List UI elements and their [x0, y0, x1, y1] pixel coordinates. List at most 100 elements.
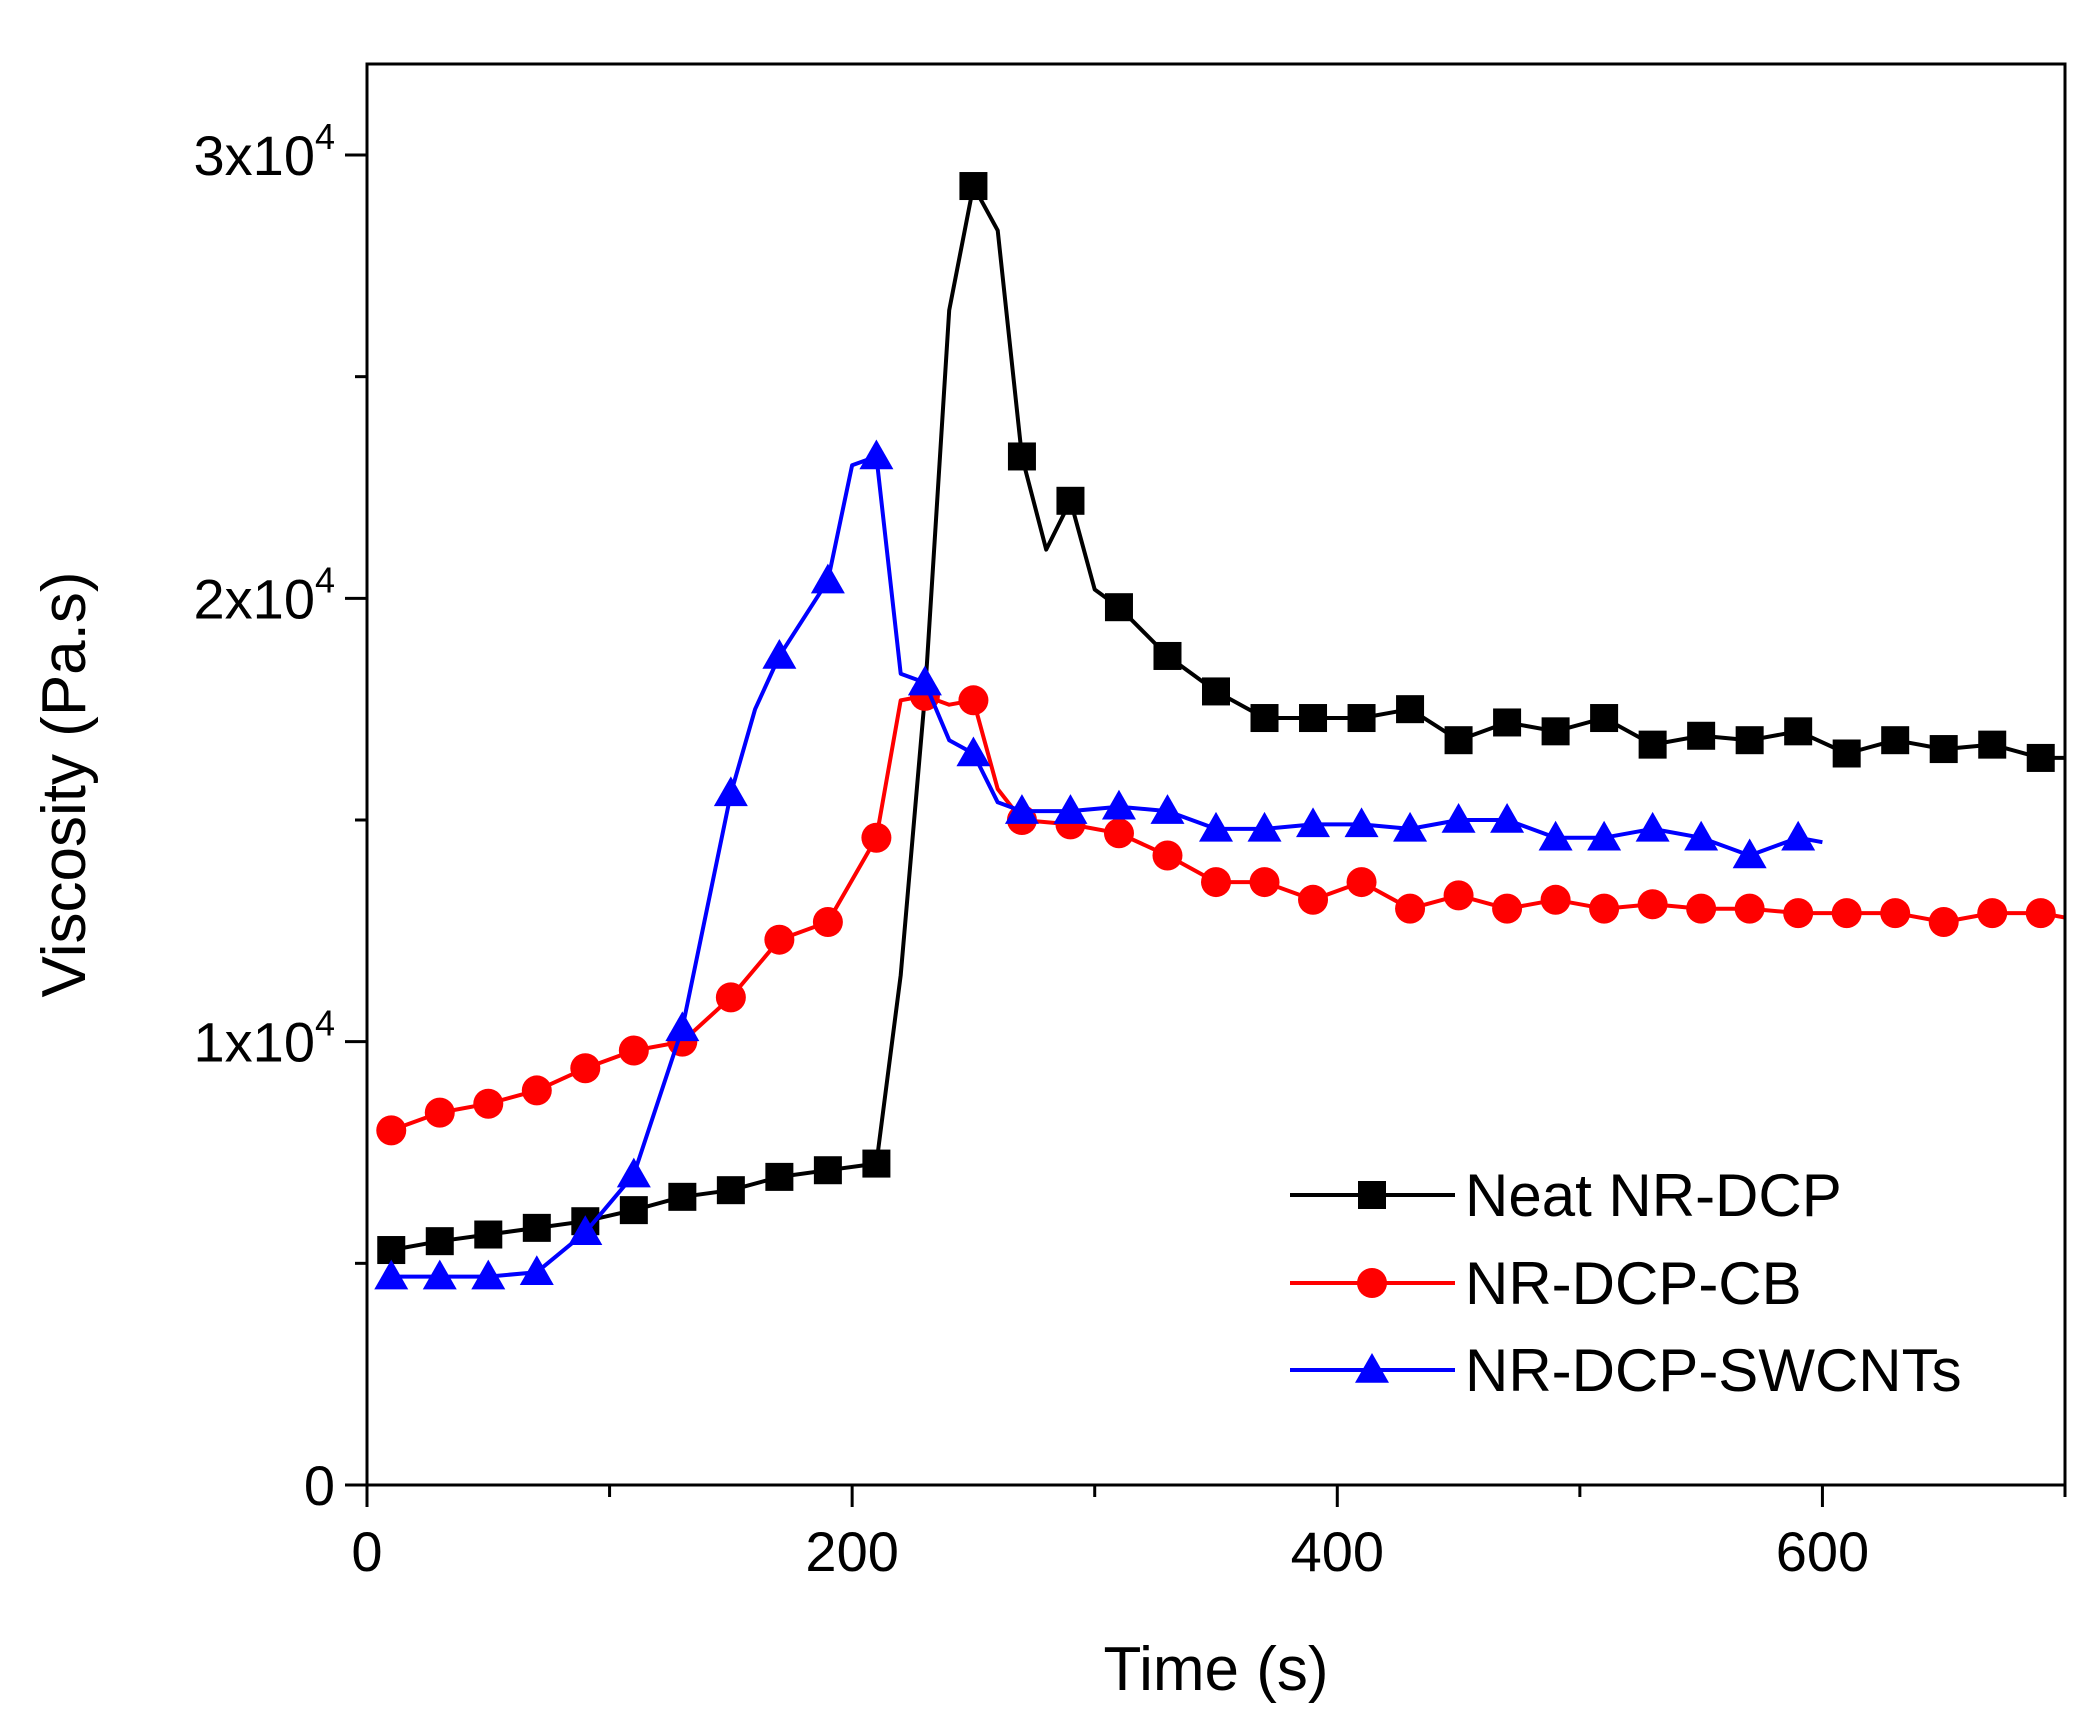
data-point-nr-dcp-swcnts-29 [1781, 820, 1816, 851]
data-point-nr-dcp-swcnts-16 [1150, 794, 1185, 824]
y-tick-label: 2x104 [194, 559, 335, 630]
data-point-nr-dcp-cb-17 [1201, 867, 1231, 898]
data-point-nr-dcp-swcnts-8 [762, 638, 797, 669]
y-tick-label-base: 2x10 [194, 567, 315, 630]
plot-frame [365, 62, 2067, 1487]
y-tick-label-base: 0 [304, 1454, 335, 1517]
data-point-nr-dcp-swcnts-10 [859, 439, 894, 470]
data-point-nr-dcp-cb-22 [1443, 880, 1474, 911]
data-point-nr-dcp-swcnts-9 [810, 563, 845, 594]
y-tick-label: 1x104 [194, 1003, 335, 1074]
data-point-nr-dcp-swcnts-15 [1101, 789, 1136, 820]
legend-marker-neat-nr-dcp [1358, 1181, 1386, 1209]
data-point-nr-dcp-swcnts-19 [1296, 807, 1331, 838]
x-tick-label: 0 [351, 1520, 382, 1583]
data-point-nr-dcp-swcnts-20 [1344, 807, 1379, 838]
data-point-nr-dcp-swcnts-7 [713, 776, 748, 807]
data-point-neat-nr-dcp-17 [1250, 704, 1279, 733]
data-point-nr-dcp-swcnts-26 [1635, 811, 1670, 842]
data-point-neat-nr-dcp-18 [1299, 704, 1328, 733]
y-tick-label-exponent: 4 [315, 116, 335, 157]
data-point-neat-nr-dcp-32 [1978, 730, 2007, 759]
data-point-neat-nr-dcp-16 [1202, 677, 1230, 706]
x-tick-label: 600 [1776, 1520, 1869, 1583]
data-point-neat-nr-dcp-13 [1056, 486, 1085, 515]
data-point-nr-dcp-swcnts-22 [1441, 803, 1476, 833]
x-tick-label: 200 [805, 1520, 898, 1583]
data-point-neat-nr-dcp-8 [765, 1162, 794, 1191]
data-point-nr-dcp-cb-26 [1637, 889, 1668, 920]
data-point-neat-nr-dcp-20 [1396, 695, 1425, 724]
data-point-neat-nr-dcp-1 [425, 1227, 454, 1256]
series-neat-nr-dcp [377, 172, 2065, 1265]
x-tick-label: 400 [1291, 1520, 1384, 1583]
axes-layer: 0 200 400 600 0 1x104 2x104 3x104 Time (s) Viscos… [30, 62, 2067, 1704]
data-point-neat-nr-dcp-9 [813, 1156, 842, 1185]
data-point-neat-nr-dcp-21 [1444, 726, 1473, 755]
data-point-nr-dcp-cb-29 [1783, 898, 1814, 929]
data-point-nr-dcp-swcnts-25 [1587, 820, 1622, 851]
data-point-nr-dcp-swcnts-2 [471, 1259, 506, 1290]
data-point-nr-dcp-swcnts-17 [1199, 811, 1233, 842]
data-point-neat-nr-dcp-14 [1104, 593, 1133, 622]
data-point-nr-dcp-cb-1 [424, 1097, 455, 1128]
data-point-neat-nr-dcp-30 [1881, 726, 1910, 755]
data-point-nr-dcp-cb-12 [958, 685, 989, 716]
data-point-nr-dcp-cb-33 [1977, 898, 2008, 929]
data-point-nr-dcp-swcnts-6 [665, 1011, 700, 1042]
data-point-neat-nr-dcp-28 [1784, 717, 1813, 746]
data-point-neat-nr-dcp-26 [1687, 721, 1716, 750]
data-point-nr-dcp-swcnts-11 [907, 665, 942, 696]
data-point-neat-nr-dcp-11 [959, 172, 988, 201]
data-point-nr-dcp-cb-9 [812, 906, 843, 937]
data-point-nr-dcp-swcnts-27 [1684, 820, 1719, 851]
data-point-neat-nr-dcp-27 [1735, 726, 1764, 755]
data-point-nr-dcp-swcnts-14 [1053, 794, 1088, 824]
data-point-neat-nr-dcp-0 [377, 1236, 406, 1265]
data-point-neat-nr-dcp-3 [522, 1213, 551, 1242]
data-point-nr-dcp-swcnts-3 [519, 1255, 554, 1285]
x-axis-title: Time (s) [1104, 1635, 1329, 1704]
data-point-nr-dcp-cb-31 [1880, 898, 1911, 929]
data-point-neat-nr-dcp-12 [1007, 442, 1036, 471]
data-point-nr-dcp-swcnts-28 [1732, 838, 1767, 869]
data-point-nr-dcp-cb-19 [1298, 884, 1329, 915]
data-point-neat-nr-dcp-19 [1347, 704, 1376, 733]
data-point-nr-dcp-swcnts-1 [422, 1259, 457, 1290]
legend-marker-nr-dcp-swcnts [1355, 1353, 1389, 1383]
data-point-nr-dcp-swcnts-5 [616, 1157, 651, 1188]
legend-marker-nr-dcp-cb [1357, 1268, 1387, 1298]
data-point-neat-nr-dcp-5 [619, 1196, 648, 1225]
data-point-nr-dcp-cb-2 [473, 1088, 504, 1119]
data-point-nr-dcp-swcnts-0 [374, 1259, 409, 1290]
data-point-nr-dcp-cb-5 [618, 1035, 649, 1066]
data-point-neat-nr-dcp-25 [1638, 730, 1667, 759]
data-point-neat-nr-dcp-33 [2026, 743, 2055, 772]
legend: Neat NR-DCP NR-DCP-CB NR-DCP-SWCNTs [1290, 1162, 1962, 1404]
data-point-neat-nr-dcp-10 [862, 1149, 891, 1178]
data-point-nr-dcp-cb-18 [1249, 867, 1280, 898]
data-point-nr-dcp-cb-25 [1589, 893, 1620, 924]
data-point-nr-dcp-cb-21 [1395, 893, 1426, 924]
data-point-nr-dcp-swcnts-18 [1247, 811, 1282, 842]
data-point-neat-nr-dcp-31 [1929, 735, 1958, 764]
data-point-neat-nr-dcp-6 [668, 1182, 697, 1211]
data-point-neat-nr-dcp-23 [1541, 717, 1570, 746]
data-point-nr-dcp-cb-15 [1103, 818, 1134, 849]
data-point-neat-nr-dcp-29 [1832, 739, 1861, 768]
data-point-nr-dcp-cb-30 [1831, 898, 1862, 929]
data-point-nr-dcp-cb-4 [570, 1053, 601, 1084]
data-point-neat-nr-dcp-24 [1590, 704, 1619, 733]
data-point-neat-nr-dcp-15 [1153, 641, 1182, 670]
legend-label-neat-nr-dcp: Neat NR-DCP [1465, 1162, 1842, 1229]
data-point-nr-dcp-swcnts-13 [1004, 794, 1039, 824]
y-tick-label: 0 [304, 1454, 335, 1517]
data-point-nr-dcp-cb-7 [715, 982, 746, 1013]
data-point-neat-nr-dcp-2 [474, 1220, 503, 1249]
y-axis-title: Viscosity (Pa.s) [30, 571, 99, 997]
data-point-nr-dcp-swcnts-4 [568, 1215, 603, 1246]
y-tick-label-base: 3x10 [194, 124, 315, 187]
data-point-nr-dcp-cb-34 [2025, 898, 2056, 929]
data-point-nr-dcp-cb-23 [1492, 893, 1523, 924]
data-point-nr-dcp-cb-27 [1686, 893, 1717, 924]
